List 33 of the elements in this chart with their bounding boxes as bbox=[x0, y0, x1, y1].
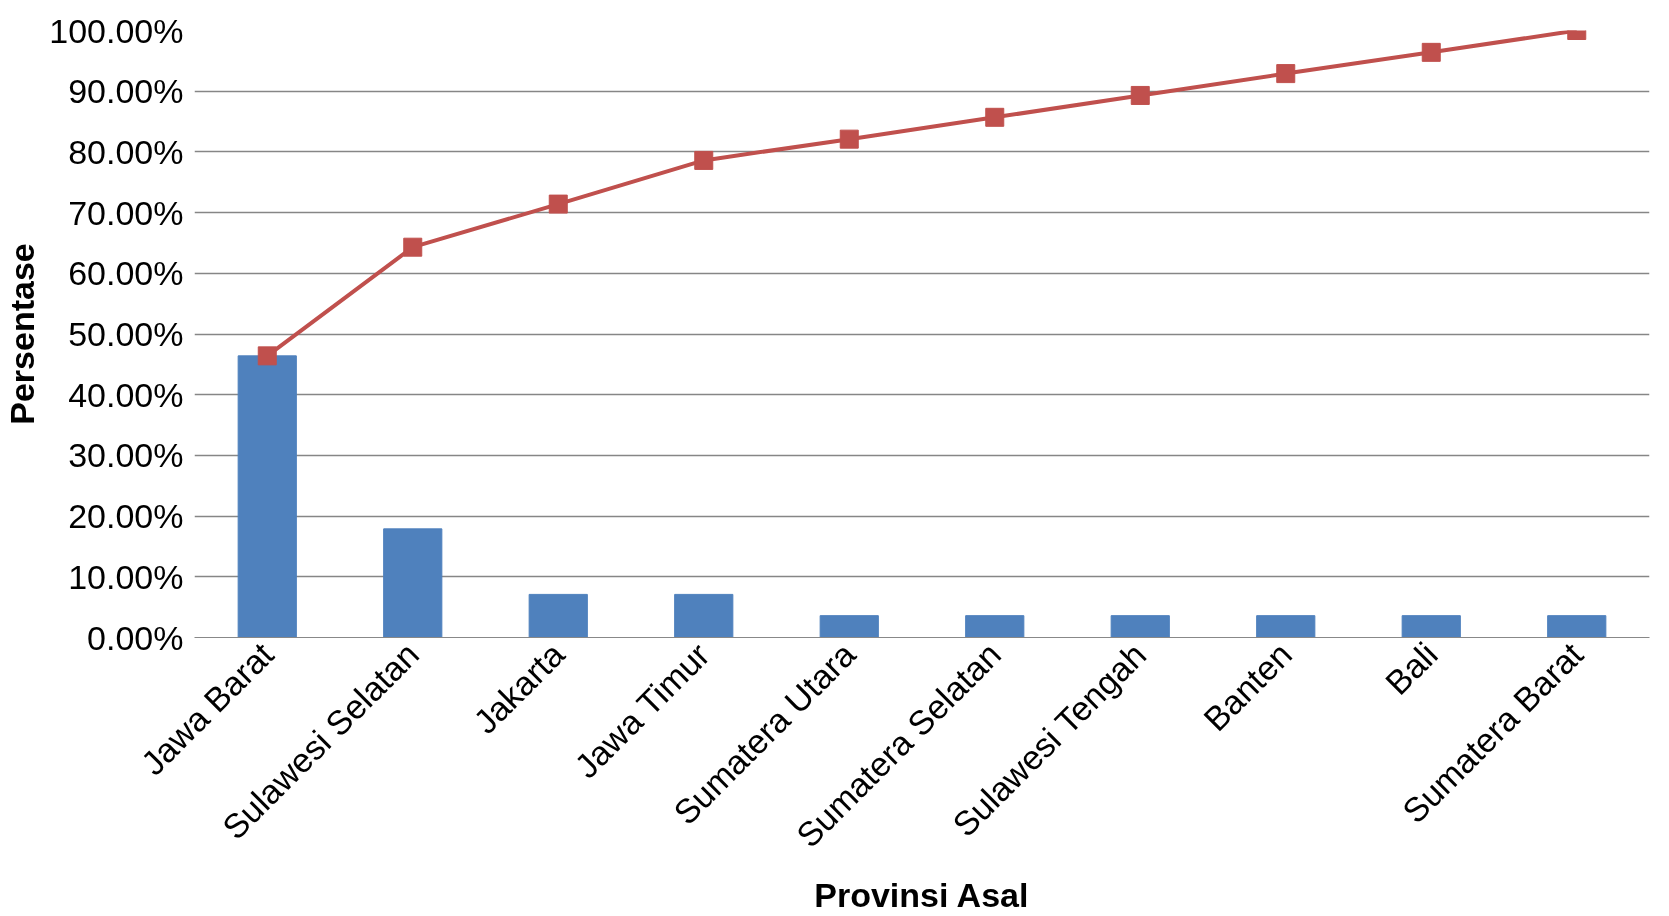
x-tick-label: Bali bbox=[1377, 635, 1445, 703]
y-tick-label: 90.00% bbox=[68, 72, 184, 111]
x-axis-title: Provinsi Asal bbox=[814, 875, 1029, 914]
bar bbox=[1401, 615, 1461, 638]
point bbox=[1130, 85, 1150, 105]
bar bbox=[528, 593, 588, 638]
y-tick-label: 30.00% bbox=[68, 436, 184, 475]
bar bbox=[1256, 615, 1316, 638]
bar bbox=[383, 528, 443, 638]
bar bbox=[1547, 615, 1607, 638]
point bbox=[1276, 64, 1296, 84]
y-tick-label: 70.00% bbox=[68, 193, 184, 232]
bar bbox=[1110, 615, 1170, 638]
y-tick-label: 100.00% bbox=[49, 11, 184, 50]
point bbox=[548, 194, 568, 214]
point bbox=[257, 346, 277, 366]
point bbox=[985, 107, 1005, 127]
y-tick-label: 60.00% bbox=[68, 254, 184, 293]
bar bbox=[965, 615, 1025, 638]
y-axis-title: Persentase bbox=[3, 243, 42, 425]
y-tick-label: 80.00% bbox=[68, 132, 184, 171]
y-tick-label: 50.00% bbox=[68, 315, 184, 353]
point bbox=[694, 150, 714, 170]
y-tick-label: 0.00% bbox=[87, 618, 184, 657]
bar bbox=[819, 615, 879, 638]
point bbox=[839, 129, 859, 149]
bar bbox=[674, 593, 734, 638]
y-tick-label: 20.00% bbox=[68, 497, 184, 536]
point bbox=[1421, 42, 1441, 62]
y-tick-label: 40.00% bbox=[68, 375, 184, 414]
bar bbox=[237, 355, 297, 638]
y-tick-label: 10.00% bbox=[68, 557, 184, 596]
point bbox=[403, 237, 423, 257]
